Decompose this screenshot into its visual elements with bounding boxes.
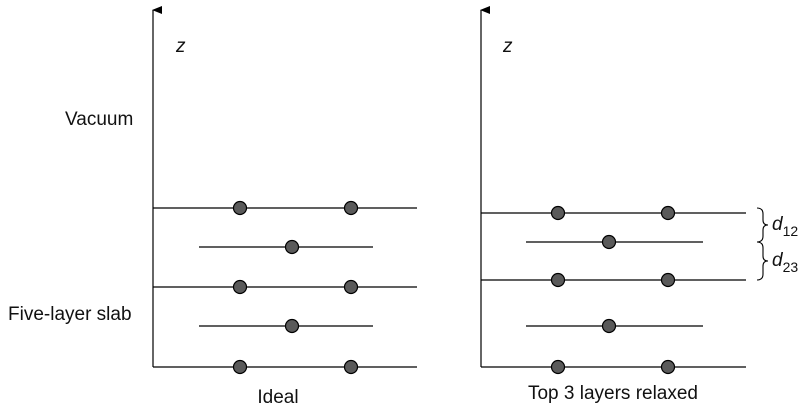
left-atom <box>343 359 359 375</box>
d23-label: d23 <box>772 250 798 275</box>
right-atom <box>550 205 566 221</box>
right-atom <box>660 359 676 375</box>
d12-brace <box>756 207 769 243</box>
right-panel: z d12 d23 Top 3 layers relaxed <box>480 6 798 404</box>
right-atom <box>550 272 566 288</box>
vacuum-label: Vacuum <box>65 109 133 130</box>
d23-brace <box>756 241 769 281</box>
right-caption: Top 3 layers relaxed <box>528 383 698 404</box>
right-atom <box>550 359 566 375</box>
left-atom <box>284 318 300 334</box>
slab-label: Five-layer slab <box>8 304 132 325</box>
left-atom <box>343 200 359 216</box>
left-atom <box>284 239 300 255</box>
left-panel: z Vacuum Five-layer slab Ideal <box>8 6 417 408</box>
right-z-label: z <box>502 36 513 57</box>
left-caption: Ideal <box>257 387 298 408</box>
right-atom <box>601 234 617 250</box>
right-atom <box>601 318 617 334</box>
left-atom <box>232 279 248 295</box>
d12-label: d12 <box>772 214 798 239</box>
left-atom <box>232 200 248 216</box>
left-atom <box>232 359 248 375</box>
right-atom <box>660 205 676 221</box>
right-atom <box>660 272 676 288</box>
left-atom <box>343 279 359 295</box>
left-z-label: z <box>175 36 186 57</box>
